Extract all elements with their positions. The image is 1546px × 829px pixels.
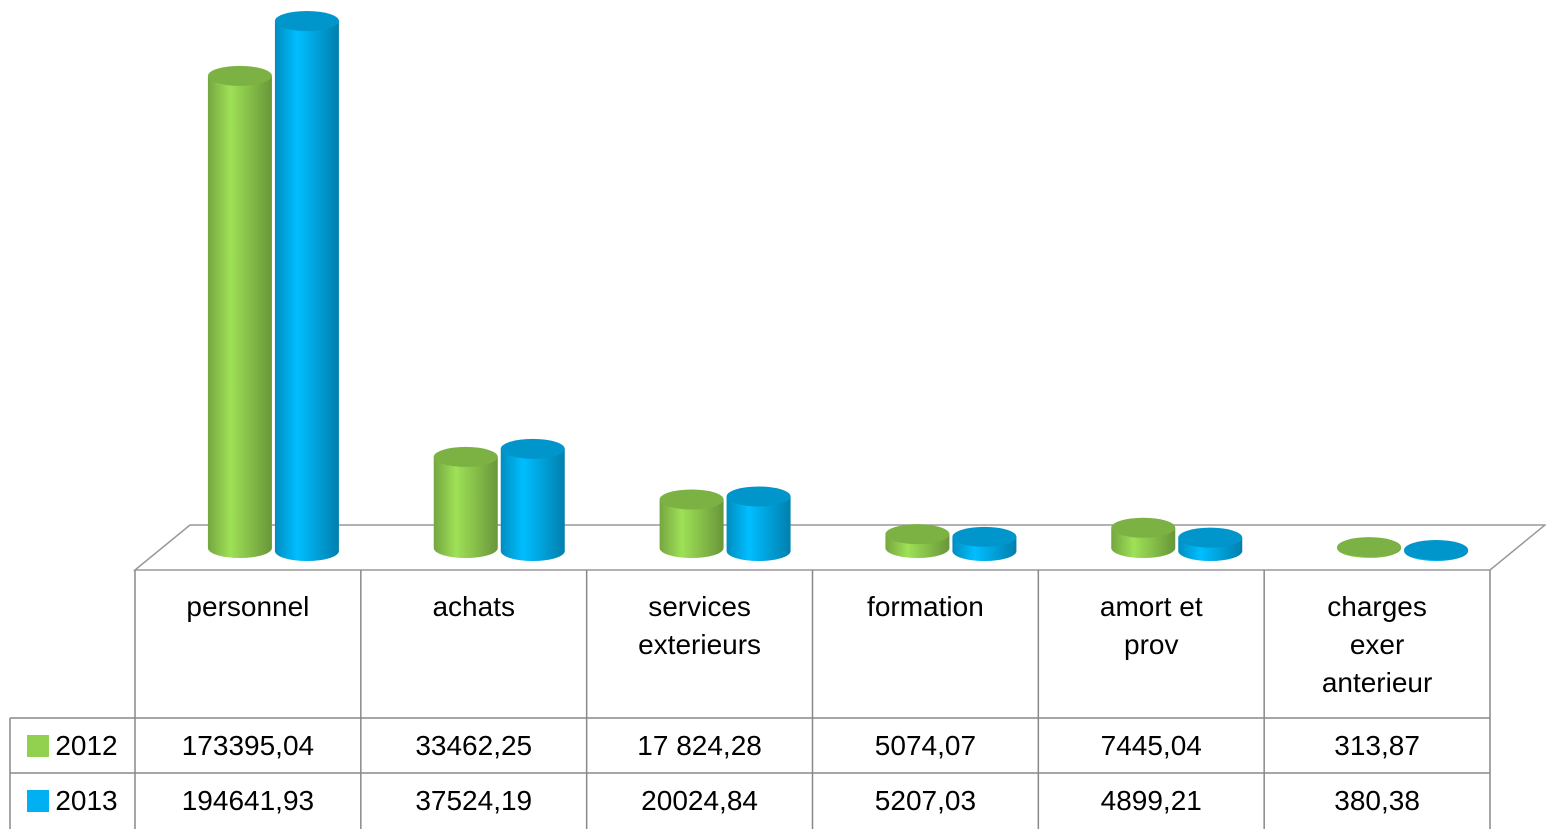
value-label: 194641,93 [181, 785, 315, 816]
value-label: 380,38 [1334, 785, 1420, 816]
legend-label: 2012 [55, 730, 118, 761]
bar-top [1404, 539, 1469, 560]
category-label: personnel [186, 591, 310, 622]
value-label: 5207,03 [874, 785, 977, 816]
bar-top [433, 446, 498, 467]
value-label: 173395,04 [181, 730, 315, 761]
bar-top [1111, 517, 1176, 538]
bar-body [726, 496, 791, 561]
bar-top [659, 489, 724, 510]
value-label: 37524,19 [415, 785, 533, 816]
legend-swatch [27, 735, 50, 757]
value-label: 5074,07 [874, 730, 977, 761]
bar-top [500, 438, 565, 459]
legend-entry: 2012 [10, 718, 135, 773]
value-label: 4899,21 [1100, 785, 1202, 816]
value-label: 313,87 [1334, 730, 1420, 761]
bar [952, 526, 1017, 561]
value-label: 17 824,28 [637, 730, 762, 761]
bar-body [659, 499, 724, 558]
bar-top [952, 526, 1017, 547]
legend-entry: 2013 [10, 773, 135, 829]
bar-body [500, 448, 565, 561]
value-label: 20024,84 [641, 785, 758, 816]
bar [1404, 539, 1469, 561]
bar [726, 486, 791, 561]
bar [659, 489, 724, 558]
bar-top [1337, 537, 1402, 558]
bar-body [274, 21, 339, 561]
bar-top [274, 11, 339, 31]
bar [885, 524, 950, 558]
bar [1337, 537, 1402, 558]
bar [500, 438, 565, 561]
bar-top [1178, 527, 1243, 548]
category-label: charges exer anterieur [1321, 591, 1433, 698]
category-label: amort et prov [1099, 591, 1203, 660]
value-label: 7445,04 [1100, 730, 1202, 761]
value-label: 33462,25 [415, 730, 533, 761]
bar-top [885, 524, 950, 545]
bar-top [207, 65, 272, 86]
bar-body [433, 456, 498, 558]
bar-top [726, 486, 791, 507]
category-label: achats [432, 591, 515, 622]
bar [433, 446, 498, 558]
floor [132, 524, 1546, 571]
bar [1178, 527, 1243, 561]
legend-label: 2013 [55, 785, 118, 816]
category-label: formation [867, 591, 984, 622]
bar [274, 11, 339, 561]
legend-swatch [27, 790, 50, 812]
category-label: services exterieurs [638, 591, 762, 660]
bar [207, 65, 272, 558]
bar [1111, 517, 1176, 558]
bar-body [207, 75, 272, 558]
